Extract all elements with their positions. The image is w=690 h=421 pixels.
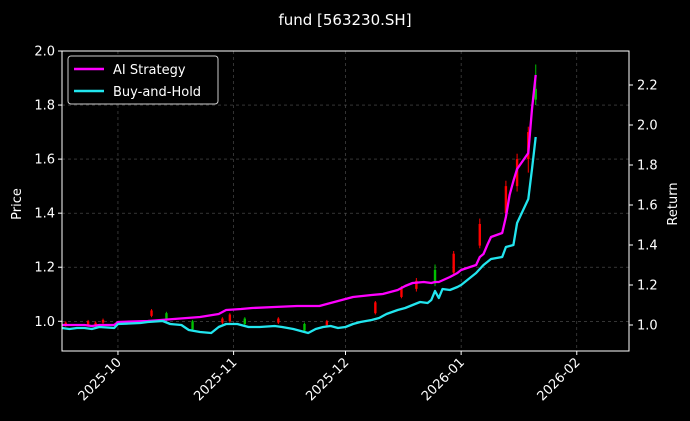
- right-tick-label: 1.8: [637, 159, 658, 174]
- left-axis-label: Price: [10, 188, 25, 220]
- candle-body: [228, 314, 232, 322]
- candle-body: [150, 310, 153, 316]
- candle-body: [325, 321, 329, 326]
- series-line-ai-strategy: [62, 74, 537, 328]
- right-tick-label: 1.2: [637, 279, 658, 294]
- legend: AI Strategy Buy-and-Hold: [67, 55, 219, 105]
- candle-body: [433, 269, 437, 284]
- right-tick-label: 1.6: [637, 199, 658, 214]
- left-tick-label: 1.4: [34, 207, 55, 222]
- left-axis-ticks: 1.0 1.2 1.4 1.6 1.8 2.0: [34, 45, 62, 330]
- candle-body: [221, 318, 224, 323]
- candle-body: [277, 318, 280, 323]
- candle-body: [191, 321, 194, 330]
- candle-body: [478, 223, 481, 246]
- left-tick-label: 1.8: [34, 99, 55, 114]
- legend-label-ai: AI Strategy: [113, 63, 186, 78]
- candle-body: [415, 280, 418, 289]
- candlestick-group: [64, 64, 537, 333]
- left-tick-label: 1.6: [34, 153, 55, 168]
- left-tick-label: 2.0: [34, 45, 55, 60]
- left-tick-label: 1.0: [34, 315, 55, 330]
- candle-body: [165, 313, 168, 320]
- legend-label-bh: Buy-and-Hold: [113, 85, 201, 100]
- right-axis-label: Return: [666, 182, 681, 225]
- candle-body: [400, 288, 403, 297]
- left-tick-label: 1.2: [34, 261, 55, 276]
- candle-body: [452, 253, 455, 273]
- series-line-buy-and-hold: [61, 136, 537, 335]
- right-tick-label: 1.4: [637, 239, 658, 254]
- right-tick-label: 2.2: [637, 79, 658, 94]
- candle-body: [303, 323, 306, 331]
- right-tick-label: 1.0: [637, 319, 658, 334]
- chart-title: fund [563230.SH]: [278, 11, 411, 29]
- candle-body: [243, 318, 246, 324]
- right-axis-ticks: 1.0 1.2 1.4 1.6 1.8 2.0 2.2: [629, 79, 658, 334]
- candle-body: [86, 321, 90, 326]
- candle-body: [534, 88, 537, 100]
- right-tick-label: 2.0: [637, 119, 658, 134]
- series-lines: [61, 74, 537, 335]
- candle-body: [504, 186, 508, 214]
- candle-body: [374, 302, 377, 314]
- candle-body: [101, 319, 105, 323]
- legend-box: [67, 55, 219, 105]
